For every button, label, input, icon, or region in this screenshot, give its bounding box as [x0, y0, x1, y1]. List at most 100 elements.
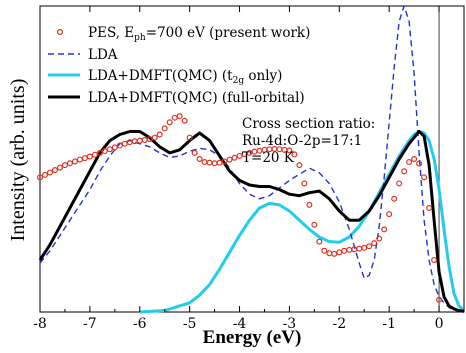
data-point-pes — [421, 174, 428, 181]
data-point-pes — [426, 204, 433, 211]
legend-item-full: LDA+DMFT(QMC) (full-orbital) — [48, 90, 305, 106]
data-point-pes — [226, 156, 233, 163]
data-point-pes — [361, 244, 368, 251]
data-point-pes — [141, 137, 148, 144]
data-point-pes — [81, 155, 88, 162]
data-point-pes — [416, 160, 423, 167]
data-point-pes — [106, 146, 113, 153]
x-axis-label: Energy (eV) — [203, 327, 302, 348]
data-point-pes — [71, 158, 78, 165]
data-point-pes — [341, 247, 348, 254]
x-tick-label: -6 — [133, 316, 147, 332]
legend-t2g-sub: 2g — [233, 76, 245, 86]
legend-label-t2g: LDA+DMFT(QMC) (t2g only) — [88, 68, 282, 86]
data-point-pes — [321, 247, 328, 254]
data-point-pes — [406, 159, 413, 166]
series-line-t2g — [139, 130, 466, 314]
data-point-pes — [386, 211, 393, 218]
data-point-pes — [231, 154, 238, 161]
data-point-pes — [156, 131, 163, 138]
data-point-pes — [216, 159, 223, 166]
data-point-pes — [366, 243, 373, 250]
data-point-pes — [161, 125, 168, 132]
series-pes — [36, 113, 443, 303]
annotation-line-2: Ru-4d:O-2p=17:1 — [242, 133, 362, 149]
y-axis-label: Intensity (arb. units) — [7, 79, 29, 242]
data-point-pes — [131, 138, 138, 145]
data-point-pes — [431, 256, 438, 263]
data-point-pes — [146, 136, 153, 143]
data-point-pes — [401, 168, 408, 175]
data-point-pes — [181, 117, 188, 124]
data-point-pes — [376, 235, 383, 242]
data-point-pes — [46, 169, 53, 176]
data-point-pes — [371, 240, 378, 247]
data-point-pes — [326, 250, 333, 257]
legend-label-pes: PES, Eph=700 eV (present work) — [88, 25, 310, 43]
data-point-pes — [196, 156, 203, 163]
legend-t2g-main: LDA+DMFT(QMC) (t — [88, 68, 233, 84]
data-point-pes — [111, 144, 118, 151]
data-point-pes — [91, 151, 98, 158]
legend-item-lda: LDA — [48, 47, 118, 63]
data-point-pes — [236, 152, 243, 159]
legend-pes-main: PES, E — [88, 25, 134, 41]
data-point-pes — [211, 160, 218, 167]
data-point-pes — [171, 114, 178, 121]
x-tick-label: -5 — [183, 316, 197, 332]
annotation: Cross section ratio: Ru-4d:O-2p=17:1 T=2… — [242, 116, 375, 166]
data-point-pes — [56, 164, 63, 171]
legend-item-t2g: LDA+DMFT(QMC) (t2g only) — [48, 68, 282, 86]
data-point-pes — [356, 245, 363, 252]
data-point-pes — [96, 149, 103, 156]
x-tick-label: -1 — [382, 316, 396, 332]
legend: PES, Eph=700 eV (present work) LDA LDA+D… — [48, 25, 310, 106]
data-point-pes — [411, 156, 418, 163]
data-point-pes — [396, 180, 403, 187]
data-point-pes — [331, 250, 338, 257]
x-tick-label: -3 — [283, 316, 297, 332]
data-point-pes — [176, 113, 183, 120]
data-point-pes — [301, 180, 308, 187]
x-tick-label: -2 — [332, 316, 346, 332]
data-point-pes — [136, 137, 143, 144]
series-layer — [36, 5, 466, 314]
data-point-pes — [151, 134, 158, 141]
data-point-pes — [66, 160, 73, 167]
legend-pes-sub: ph — [134, 33, 146, 43]
data-point-pes — [311, 221, 318, 228]
legend-item-pes: PES, Eph=700 eV (present work) — [56, 25, 310, 43]
data-point-pes — [381, 226, 388, 233]
x-ticks: -8 -7 -6 -5 -4 -3 -2 -1 0 — [33, 6, 465, 332]
data-point-pes — [206, 159, 213, 166]
data-point-pes — [391, 195, 398, 202]
data-point-pes — [121, 140, 128, 147]
annotation-line-3: T=20 K — [242, 150, 295, 166]
data-point-pes — [186, 134, 193, 141]
series-line-lda — [39, 5, 455, 312]
plot-frame — [39, 5, 465, 313]
data-point-pes — [76, 156, 83, 163]
legend-pes-rest: =700 eV (present work) — [146, 25, 311, 41]
data-point-pes — [116, 142, 123, 149]
x-tick-label: -8 — [33, 316, 47, 332]
data-point-pes — [51, 167, 58, 174]
annotation-line-1: Cross section ratio: — [242, 116, 375, 132]
legend-label-lda: LDA — [88, 47, 118, 63]
series-line-full — [38, 130, 465, 313]
data-point-pes — [316, 238, 323, 245]
data-point-pes — [306, 201, 313, 208]
data-point-pes — [166, 119, 173, 126]
data-point-pes — [346, 246, 353, 253]
data-point-pes — [336, 249, 343, 256]
data-point-pes — [36, 174, 43, 181]
data-point-pes — [61, 162, 68, 169]
data-point-pes — [201, 159, 208, 166]
data-point-pes — [291, 151, 298, 158]
data-point-pes — [191, 149, 198, 156]
x-tick-label: -4 — [233, 316, 247, 332]
x-tick-label: 0 — [435, 316, 444, 332]
data-point-pes — [101, 148, 108, 155]
data-point-pes — [86, 153, 93, 160]
